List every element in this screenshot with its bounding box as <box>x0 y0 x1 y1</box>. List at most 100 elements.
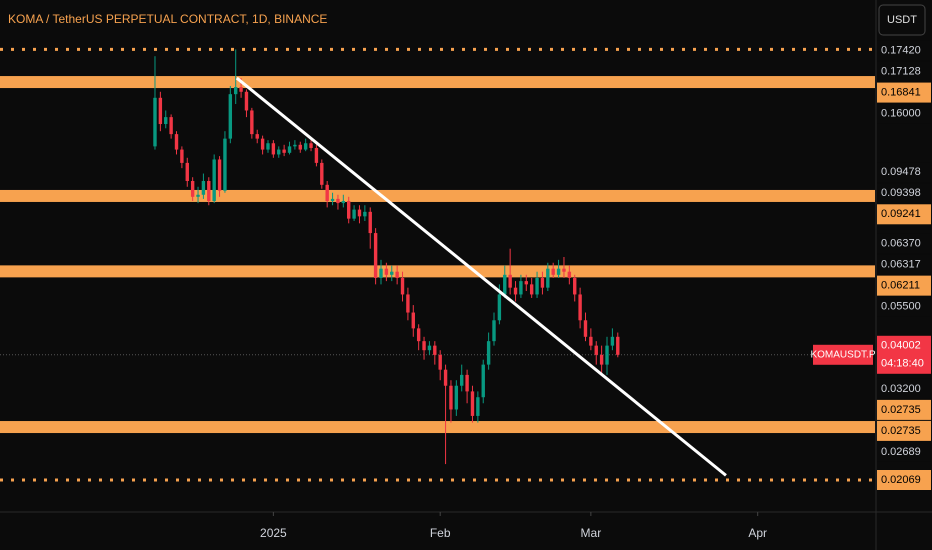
candle-body <box>427 345 432 351</box>
candle-body <box>400 277 405 295</box>
candle-body <box>594 345 598 355</box>
candle-body <box>260 138 265 150</box>
price-label: 0.02735 <box>881 425 921 437</box>
candle-body <box>562 268 566 272</box>
price-label: 0.09398 <box>881 187 921 199</box>
price-label: 0.06211 <box>881 280 920 292</box>
candle-body <box>341 200 346 204</box>
price-label: 0.09241 <box>881 208 921 220</box>
candle-body <box>422 341 426 351</box>
price-label: 0.02069 <box>881 474 921 486</box>
candle-body <box>605 345 609 365</box>
price-label: 0.05500 <box>881 301 921 313</box>
candle-body <box>330 198 335 201</box>
candle-body <box>266 143 270 150</box>
candle-body <box>384 268 389 275</box>
candle-body <box>454 385 459 410</box>
candle-body <box>443 369 448 386</box>
price-label-box <box>877 470 931 491</box>
candle-body <box>357 209 362 217</box>
candle-body <box>599 354 604 365</box>
candle-body <box>309 143 313 148</box>
x-tick-label: Apr <box>748 526 767 540</box>
candle-body <box>303 143 308 150</box>
candle-body <box>379 268 383 278</box>
candle-body <box>395 271 399 278</box>
candle-body <box>298 144 302 150</box>
candle-body <box>492 320 496 342</box>
level-band <box>0 421 875 434</box>
x-tick-label: Feb <box>430 526 451 540</box>
candle-body <box>513 287 518 295</box>
candle-body <box>460 374 464 386</box>
price-label: 0.09478 <box>881 166 921 178</box>
candle-body <box>368 211 372 234</box>
candle-body <box>373 233 378 278</box>
candle-body <box>352 209 356 219</box>
currency-button-label[interactable]: USDT <box>887 14 917 26</box>
candle-body <box>529 284 534 295</box>
candle-body <box>616 336 620 355</box>
price-label: 0.06317 <box>881 259 921 271</box>
candle-body <box>524 281 528 285</box>
candle-body <box>519 281 523 295</box>
candle-body <box>449 385 453 410</box>
candle-body <box>556 268 561 275</box>
symbol-tag <box>813 344 873 365</box>
price-label: 0.17420 <box>881 44 921 56</box>
last-price-box <box>877 335 931 374</box>
candle-body <box>282 149 286 153</box>
currency-button[interactable] <box>878 4 926 36</box>
candle-body <box>573 277 577 295</box>
price-label-box <box>877 103 931 124</box>
price-label-box <box>877 420 931 441</box>
price-label-box <box>877 204 931 225</box>
candle-body <box>201 180 206 195</box>
candle-body <box>481 364 485 398</box>
price-label-box <box>877 233 931 254</box>
plot-area <box>0 47 875 482</box>
price-label-box <box>877 441 931 462</box>
candle-body <box>153 97 157 147</box>
candle-body <box>551 268 555 275</box>
chart-title: KOMA / TetherUS PERPETUAL CONTRACT, 1D, … <box>8 12 327 26</box>
candle-body <box>583 320 588 337</box>
countdown-label: 04:18:40 <box>881 358 924 370</box>
level-band <box>0 189 875 202</box>
candle-body <box>255 134 259 139</box>
candle-body <box>433 345 437 355</box>
candle-body <box>589 336 593 346</box>
candle-body <box>158 97 163 125</box>
candle-body <box>287 146 292 153</box>
price-label-box <box>877 378 931 399</box>
candle-body <box>546 268 550 288</box>
candle-body <box>244 91 249 111</box>
price-label-box <box>877 162 931 183</box>
candle-body <box>223 138 227 191</box>
candle-body <box>207 180 211 201</box>
price-label: 0.02689 <box>881 446 921 458</box>
last-price-label: 0.04002 <box>881 340 921 352</box>
candle-body <box>486 341 491 365</box>
candle-body <box>503 274 507 295</box>
candle-body <box>277 149 281 155</box>
candle-body <box>476 397 480 416</box>
level-band <box>0 265 875 278</box>
price-label: 0.02735 <box>881 404 921 416</box>
price-label: 0.16841 <box>881 86 921 98</box>
price-label-box <box>877 61 931 82</box>
candle-body <box>164 117 168 125</box>
candle-body <box>578 294 582 321</box>
candle-body <box>212 159 216 201</box>
candle-body <box>610 336 615 346</box>
candle-body <box>239 87 243 92</box>
candle-body <box>325 184 329 201</box>
candle-body <box>271 143 276 155</box>
level-band <box>0 76 875 89</box>
candle-body <box>347 200 351 219</box>
candle-body <box>217 159 222 191</box>
price-label-box <box>877 399 931 420</box>
candle-body <box>180 149 184 163</box>
candle-body <box>438 354 442 370</box>
